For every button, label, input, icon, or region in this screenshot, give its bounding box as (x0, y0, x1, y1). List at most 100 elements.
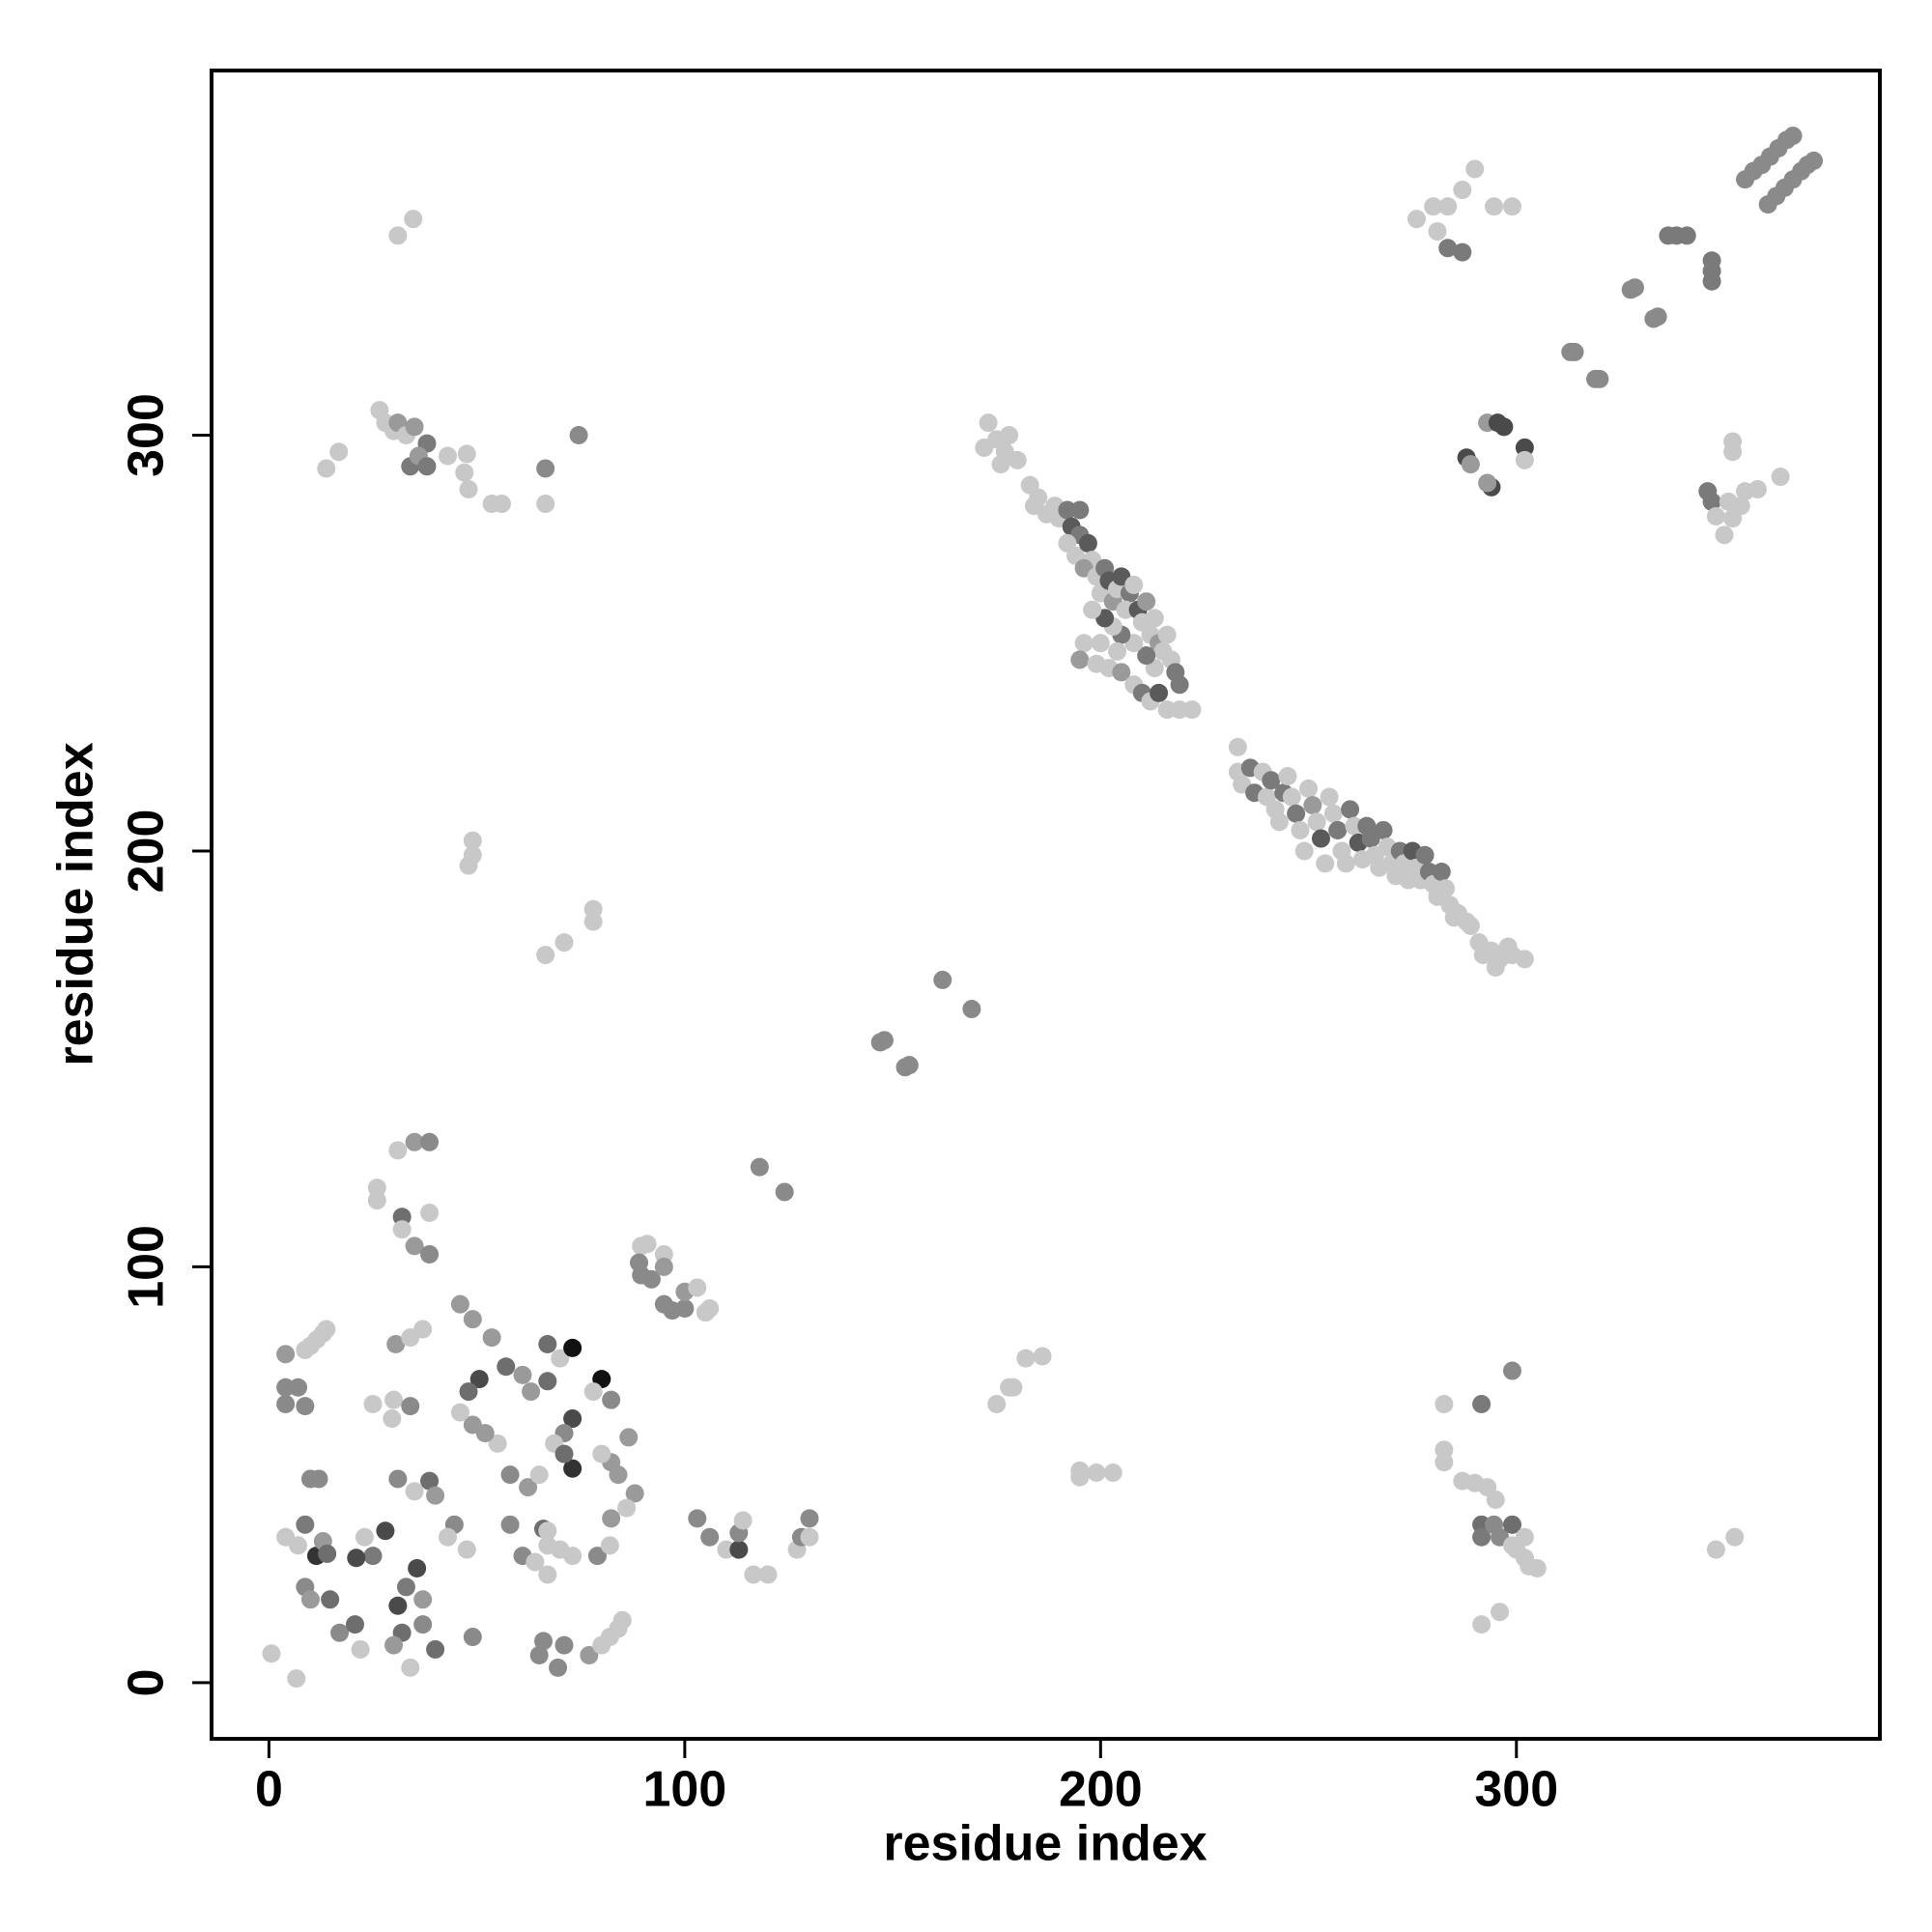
point (1087, 1463, 1106, 1483)
point (526, 1552, 545, 1572)
point (1307, 812, 1326, 832)
point (1033, 1347, 1052, 1366)
point (536, 946, 555, 965)
point (534, 1632, 554, 1651)
point (459, 856, 478, 875)
x-axis-title: residue index (883, 1816, 1207, 1872)
point (363, 1394, 383, 1413)
point (1103, 1463, 1122, 1483)
point (1677, 226, 1696, 245)
point (1320, 787, 1339, 807)
y-axis-title: residue index (48, 742, 104, 1065)
point (675, 1298, 695, 1318)
point (583, 1382, 603, 1402)
point (729, 1540, 749, 1559)
point (688, 1509, 707, 1528)
point (1323, 804, 1343, 823)
point (1091, 634, 1110, 653)
point (1436, 879, 1456, 898)
point (346, 1615, 365, 1634)
point (987, 1394, 1007, 1413)
point (696, 1303, 715, 1322)
point (600, 1536, 619, 1555)
point (654, 1257, 673, 1276)
point (513, 1365, 532, 1384)
point (1465, 159, 1485, 179)
point (1702, 271, 1721, 291)
y-tick-label: 100 (119, 1225, 175, 1309)
point (1170, 675, 1189, 695)
point (413, 1615, 433, 1634)
point (1124, 575, 1144, 594)
point (413, 1590, 433, 1609)
point (551, 1349, 570, 1368)
point (899, 1056, 919, 1075)
point (602, 1390, 621, 1409)
point (1435, 1453, 1454, 1472)
point (1137, 592, 1156, 611)
point (1515, 450, 1534, 469)
point (1311, 829, 1330, 848)
point (991, 455, 1010, 474)
x-tick-label: 300 (1474, 1762, 1558, 1818)
point (497, 1357, 516, 1377)
point (1294, 841, 1314, 861)
point (1070, 500, 1090, 520)
point (396, 1577, 415, 1597)
point (1278, 766, 1297, 785)
point (1336, 854, 1355, 873)
point (1747, 479, 1767, 498)
point (625, 1484, 644, 1503)
point (609, 1465, 628, 1485)
point (1472, 1615, 1492, 1634)
point (1000, 426, 1019, 445)
point (1565, 342, 1584, 361)
point (457, 444, 476, 464)
point (276, 1345, 296, 1364)
point (384, 1390, 404, 1409)
point (1112, 663, 1131, 682)
y-tick-label: 300 (119, 393, 175, 477)
point (1783, 127, 1803, 146)
point (1461, 455, 1480, 474)
point (519, 1478, 538, 1497)
point (459, 1382, 478, 1402)
point (1502, 197, 1521, 216)
point (384, 1635, 404, 1655)
point (1472, 1394, 1492, 1413)
point (1435, 1394, 1454, 1413)
point (580, 1645, 599, 1664)
point (1424, 197, 1443, 216)
point (262, 1644, 281, 1663)
point (979, 413, 998, 433)
point (405, 417, 424, 437)
point (733, 1511, 753, 1530)
point (420, 1132, 440, 1151)
point (538, 1372, 557, 1391)
point (1527, 1559, 1547, 1578)
point (962, 1000, 981, 1019)
point (405, 1236, 424, 1256)
point (1723, 442, 1743, 462)
x-tick-label: 100 (642, 1762, 726, 1818)
point (1415, 845, 1435, 865)
point (554, 1635, 574, 1655)
point (1461, 916, 1480, 935)
point (1515, 950, 1534, 969)
point (404, 210, 423, 229)
point (522, 1382, 541, 1402)
point (1083, 600, 1102, 619)
point (459, 479, 478, 498)
point (386, 1334, 406, 1353)
point (376, 1521, 395, 1541)
point (641, 1269, 661, 1289)
point (1438, 197, 1458, 216)
point (536, 495, 555, 514)
point (1453, 181, 1472, 200)
point (1725, 1527, 1745, 1547)
point (1374, 820, 1393, 839)
point (417, 457, 437, 476)
x-tick-label: 0 (255, 1762, 283, 1818)
point (450, 1294, 469, 1314)
point (1804, 151, 1824, 170)
